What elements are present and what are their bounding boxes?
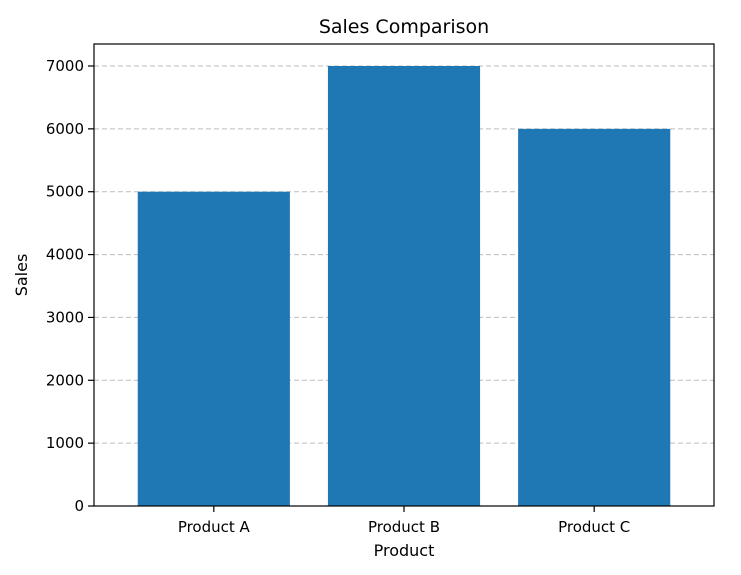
y-tick-label: 6000 bbox=[46, 120, 84, 138]
chart-title: Sales Comparison bbox=[319, 16, 489, 38]
y-tick-label: 3000 bbox=[46, 308, 84, 326]
x-axis-ticks: Product A Product B Product C bbox=[178, 506, 630, 536]
y-tick-label: 0 bbox=[74, 497, 84, 515]
bar-product-b bbox=[327, 66, 481, 506]
y-axis-ticks: 0 1000 2000 3000 4000 5000 6000 7000 bbox=[46, 57, 94, 515]
bar-product-c bbox=[518, 128, 671, 506]
bars bbox=[137, 66, 671, 506]
x-tick-label: Product B bbox=[368, 518, 440, 536]
y-tick-label: 7000 bbox=[46, 57, 84, 75]
x-tick-label: Product A bbox=[178, 518, 251, 536]
y-tick-label: 2000 bbox=[46, 371, 84, 389]
x-axis-label: Product bbox=[374, 541, 435, 560]
y-tick-label: 1000 bbox=[46, 434, 84, 452]
bar-product-a bbox=[137, 191, 290, 506]
y-tick-label: 5000 bbox=[46, 183, 84, 201]
y-axis-label: Sales bbox=[12, 254, 31, 297]
y-tick-label: 4000 bbox=[46, 246, 84, 264]
x-tick-label: Product C bbox=[558, 518, 630, 536]
